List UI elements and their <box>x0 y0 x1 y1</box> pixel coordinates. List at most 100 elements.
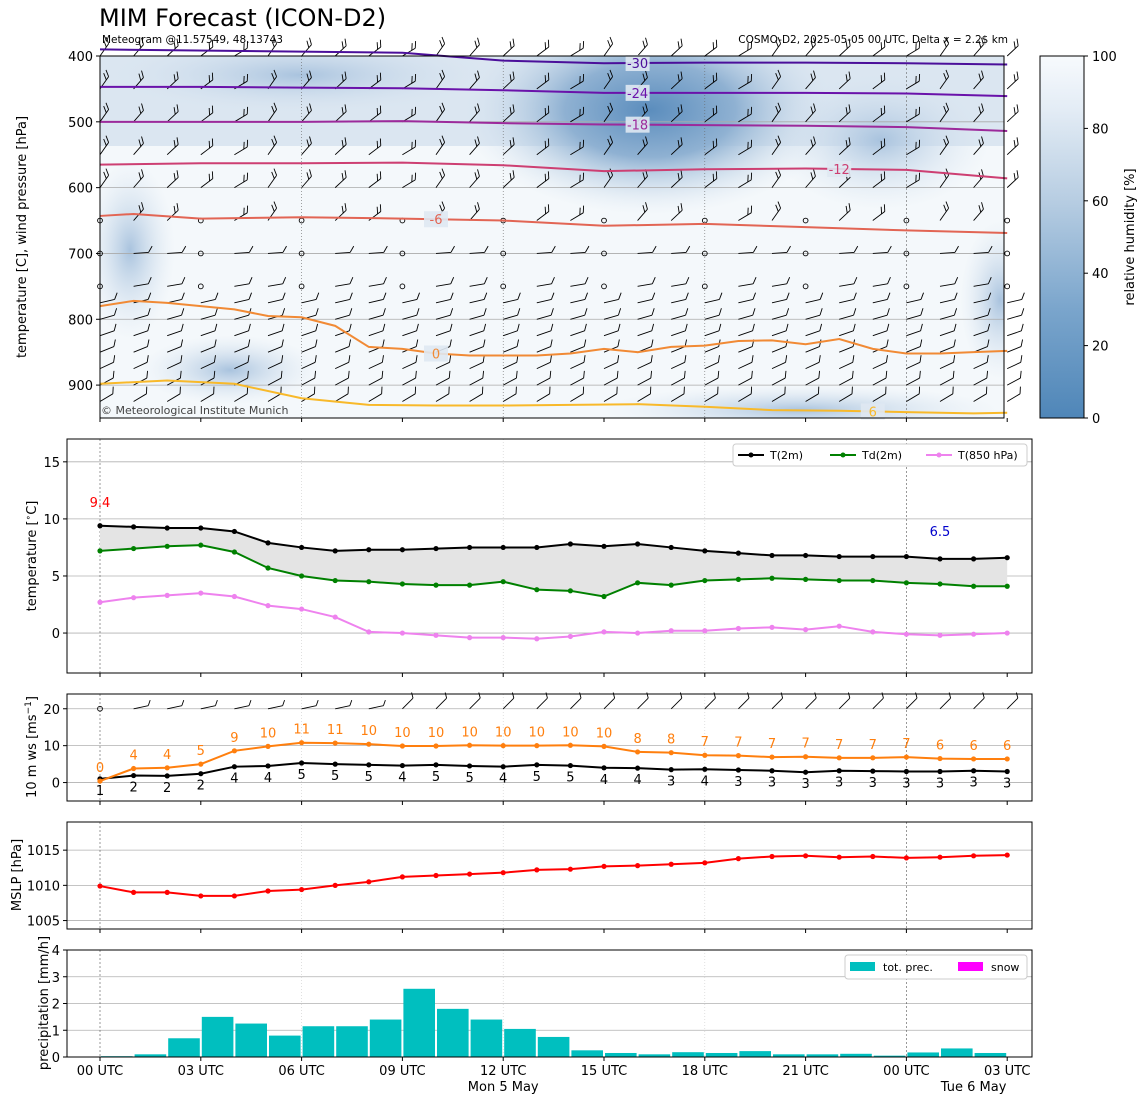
wind-barb <box>939 201 950 221</box>
wind-barb-staff <box>402 314 417 320</box>
wind-barb-feather <box>880 107 883 116</box>
wind-barb <box>771 245 791 254</box>
t850-point <box>97 599 103 605</box>
wind-barb <box>771 135 782 155</box>
wind-barb <box>435 308 454 320</box>
wind-barb <box>839 355 855 370</box>
wind-barb-staff <box>502 177 515 188</box>
wind-speed-point <box>567 762 574 769</box>
wind-speed-value-label: 3 <box>902 776 910 791</box>
wind-barb <box>234 106 249 123</box>
wind-barb <box>167 323 184 337</box>
wind-barb <box>637 276 656 287</box>
wind-barb-feather <box>248 699 252 706</box>
t2m-point <box>567 541 574 547</box>
t2m-point <box>500 544 506 551</box>
wind-barb-staff <box>99 314 115 320</box>
pressure-frame <box>66 821 1033 930</box>
wind-gust-point <box>97 778 103 784</box>
wind-barb-staff <box>1007 314 1022 320</box>
surface-wind-barb <box>670 692 683 710</box>
wind-barb-feather <box>138 205 142 213</box>
wind-barb-feather <box>315 699 319 706</box>
wind-barb-feather <box>146 355 149 363</box>
wind-barb <box>738 106 753 123</box>
wind-barb <box>368 171 382 188</box>
wind-barb-feather <box>477 70 480 78</box>
wind-barb-feather <box>883 105 886 113</box>
wind-barb-staff <box>805 377 820 386</box>
wind-barb-feather <box>208 42 211 50</box>
mslp-point <box>971 853 977 859</box>
wind-barb-feather <box>684 323 688 331</box>
wind-barb <box>234 205 249 221</box>
wind-barb-staff <box>771 314 787 320</box>
wind-barb <box>368 355 384 370</box>
wind-barb-feather <box>282 292 286 300</box>
wind-barb-feather <box>138 73 142 81</box>
wind-barb-staff <box>973 143 984 156</box>
wind-barb-staff <box>704 112 718 123</box>
wind-barb-staff <box>1006 697 1019 710</box>
wind-barb-feather <box>718 308 722 316</box>
wind-barb-staff <box>805 143 816 156</box>
wind-barb-staff <box>939 76 949 90</box>
wind-barb-feather <box>414 106 417 115</box>
wind-barb-feather <box>246 205 249 213</box>
wind-barb-staff <box>872 178 886 188</box>
wind-barb-staff <box>1007 346 1022 353</box>
wind-barb-feather <box>952 386 954 394</box>
td2m-point <box>567 588 574 594</box>
wind-frame <box>66 693 1033 802</box>
wind-barb-feather <box>986 355 989 363</box>
wind-barb-staff <box>637 176 648 188</box>
wind-barb-staff <box>267 43 277 57</box>
wind-barb-feather <box>105 102 110 110</box>
wind-barb-staff <box>805 361 820 370</box>
wind-barb-feather <box>273 168 278 176</box>
wind-speed-point <box>500 764 506 770</box>
wind-barb-feather <box>382 339 385 347</box>
wind-barb <box>570 386 585 402</box>
wind-barb-staff <box>502 393 517 402</box>
wind-barb-staff <box>536 211 550 221</box>
wind-barb-feather <box>579 141 581 150</box>
wind-barb-feather <box>618 292 622 300</box>
wind-barb-feather <box>379 171 382 179</box>
t850-point <box>1004 630 1010 636</box>
wind-barb-staff <box>839 251 855 254</box>
wind-barb-feather <box>411 108 413 117</box>
wind-barb-staff <box>335 330 350 337</box>
wind-barb-feather <box>582 139 585 148</box>
wind-barb-staff <box>939 361 954 370</box>
wind-speed-point <box>971 768 977 774</box>
wind-barb-staff <box>704 79 718 90</box>
wind-barb-staff <box>536 112 550 123</box>
isotherm-label: 6 <box>869 405 877 420</box>
wind-barb-feather <box>411 692 414 699</box>
wind-barb <box>200 323 218 337</box>
wind-barb-staff <box>234 179 248 189</box>
wind-barb-staff <box>738 212 752 221</box>
wind-barb <box>234 276 253 287</box>
wind-barb-staff <box>939 43 949 57</box>
precipitation-bar <box>571 1050 603 1057</box>
wind-barb <box>267 245 287 254</box>
wind-barb <box>167 245 187 254</box>
wind-barb-feather <box>306 172 310 180</box>
wind-barb-staff <box>200 145 214 156</box>
isotherm-label: -12 <box>829 163 850 178</box>
wind-barb-staff <box>99 361 114 370</box>
wind-speed-value-label: 5 <box>465 771 473 786</box>
wind-barb-staff <box>704 46 718 57</box>
wind-barb <box>637 37 648 57</box>
wind-barb <box>469 136 480 156</box>
wind-barb <box>301 386 316 402</box>
wind-barb-feather <box>414 139 417 148</box>
wind-speed-point <box>635 765 641 771</box>
wind-gust-value-label: 7 <box>902 737 910 752</box>
t2m-point <box>1004 555 1010 561</box>
wind-barb-feather <box>450 292 454 300</box>
y-tick-label: 10 <box>43 740 60 755</box>
